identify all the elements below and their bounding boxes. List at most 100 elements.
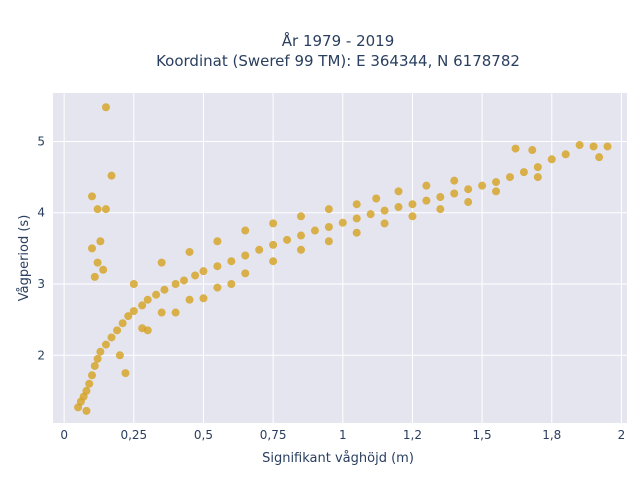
data-point xyxy=(85,379,94,388)
data-point xyxy=(185,295,194,304)
data-points xyxy=(74,103,612,415)
data-point xyxy=(179,276,188,285)
data-point xyxy=(227,257,236,266)
data-point xyxy=(283,235,292,244)
y-tick-label: 3 xyxy=(37,277,45,291)
data-point xyxy=(118,319,127,328)
data-point xyxy=(157,308,166,317)
data-point xyxy=(129,307,138,316)
data-point xyxy=(436,193,445,202)
data-point xyxy=(422,181,431,190)
data-point xyxy=(505,173,514,182)
data-point xyxy=(171,280,180,289)
data-point xyxy=(160,285,169,294)
x-tick-label: 1,5 xyxy=(473,428,492,442)
data-point xyxy=(528,146,537,155)
chart-title-line2: Koordinat (Sweref 99 TM): E 364344, N 61… xyxy=(156,52,520,70)
data-point xyxy=(255,245,264,254)
x-tick-labels: 0 0,25 0,5 0,75 1 1,2 1,5 1,8 2 xyxy=(60,428,625,442)
data-point xyxy=(241,251,250,260)
data-point xyxy=(352,228,361,237)
data-point xyxy=(82,386,91,395)
y-tick-label: 2 xyxy=(37,348,45,362)
data-point xyxy=(296,245,305,254)
data-point xyxy=(296,212,305,221)
data-point xyxy=(101,340,110,349)
data-point xyxy=(241,269,250,278)
data-point xyxy=(82,406,91,415)
data-point xyxy=(366,210,375,219)
data-point xyxy=(138,301,147,310)
data-point xyxy=(595,153,604,162)
data-point xyxy=(269,240,278,249)
data-point xyxy=(547,155,556,164)
data-point xyxy=(138,324,147,333)
plot-area xyxy=(53,93,627,423)
data-point xyxy=(93,205,102,214)
data-point xyxy=(269,219,278,228)
x-tick-label: 1 xyxy=(339,428,347,442)
data-point xyxy=(603,142,612,151)
data-point xyxy=(96,347,105,356)
data-point xyxy=(88,244,97,253)
data-point xyxy=(464,185,473,194)
data-point xyxy=(436,205,445,214)
x-tick-label: 0,75 xyxy=(260,428,287,442)
data-point xyxy=(478,181,487,190)
data-point xyxy=(121,369,130,378)
data-point xyxy=(352,214,361,223)
data-point xyxy=(324,222,333,231)
data-point xyxy=(90,361,99,370)
y-tick-label: 5 xyxy=(37,134,45,148)
data-point xyxy=(324,205,333,214)
data-point xyxy=(408,200,417,209)
data-point xyxy=(338,218,347,227)
data-point xyxy=(99,265,108,274)
data-point xyxy=(394,203,403,212)
data-point xyxy=(352,200,361,209)
data-point xyxy=(124,312,133,321)
data-point xyxy=(575,141,584,150)
y-tick-labels: 2 3 4 5 xyxy=(37,134,45,362)
data-point xyxy=(533,163,542,172)
data-point xyxy=(93,258,102,267)
data-point xyxy=(372,194,381,203)
data-point xyxy=(227,280,236,289)
y-axis-title: Vågperiod (s) xyxy=(17,215,32,302)
data-point xyxy=(492,178,501,187)
data-point xyxy=(199,267,208,276)
data-point xyxy=(380,219,389,228)
x-tick-label: 2 xyxy=(618,428,626,442)
data-point xyxy=(157,258,166,267)
data-point xyxy=(324,237,333,246)
data-point xyxy=(310,226,319,235)
data-point xyxy=(129,280,138,289)
data-point xyxy=(394,187,403,196)
data-point xyxy=(113,326,122,335)
data-point xyxy=(115,351,124,360)
data-point xyxy=(561,150,570,159)
data-point xyxy=(408,212,417,221)
data-point xyxy=(171,308,180,317)
data-point xyxy=(519,168,528,177)
data-point xyxy=(88,371,97,380)
data-point xyxy=(492,187,501,196)
x-axis-title: Signifikant våghöjd (m) xyxy=(262,451,414,466)
data-point xyxy=(589,142,598,151)
data-point xyxy=(185,247,194,256)
data-point xyxy=(450,176,459,185)
data-point xyxy=(380,206,389,215)
data-point xyxy=(191,271,200,280)
data-point xyxy=(143,295,152,304)
data-point xyxy=(107,171,116,180)
x-tick-label: 1,2 xyxy=(403,428,422,442)
data-point xyxy=(450,189,459,198)
data-point xyxy=(241,226,250,235)
data-point xyxy=(90,272,99,281)
data-point xyxy=(101,205,110,214)
data-point xyxy=(96,237,105,246)
grid-lines xyxy=(53,93,627,423)
x-tick-label: 1,8 xyxy=(542,428,561,442)
data-point xyxy=(213,283,222,292)
data-point xyxy=(269,257,278,266)
